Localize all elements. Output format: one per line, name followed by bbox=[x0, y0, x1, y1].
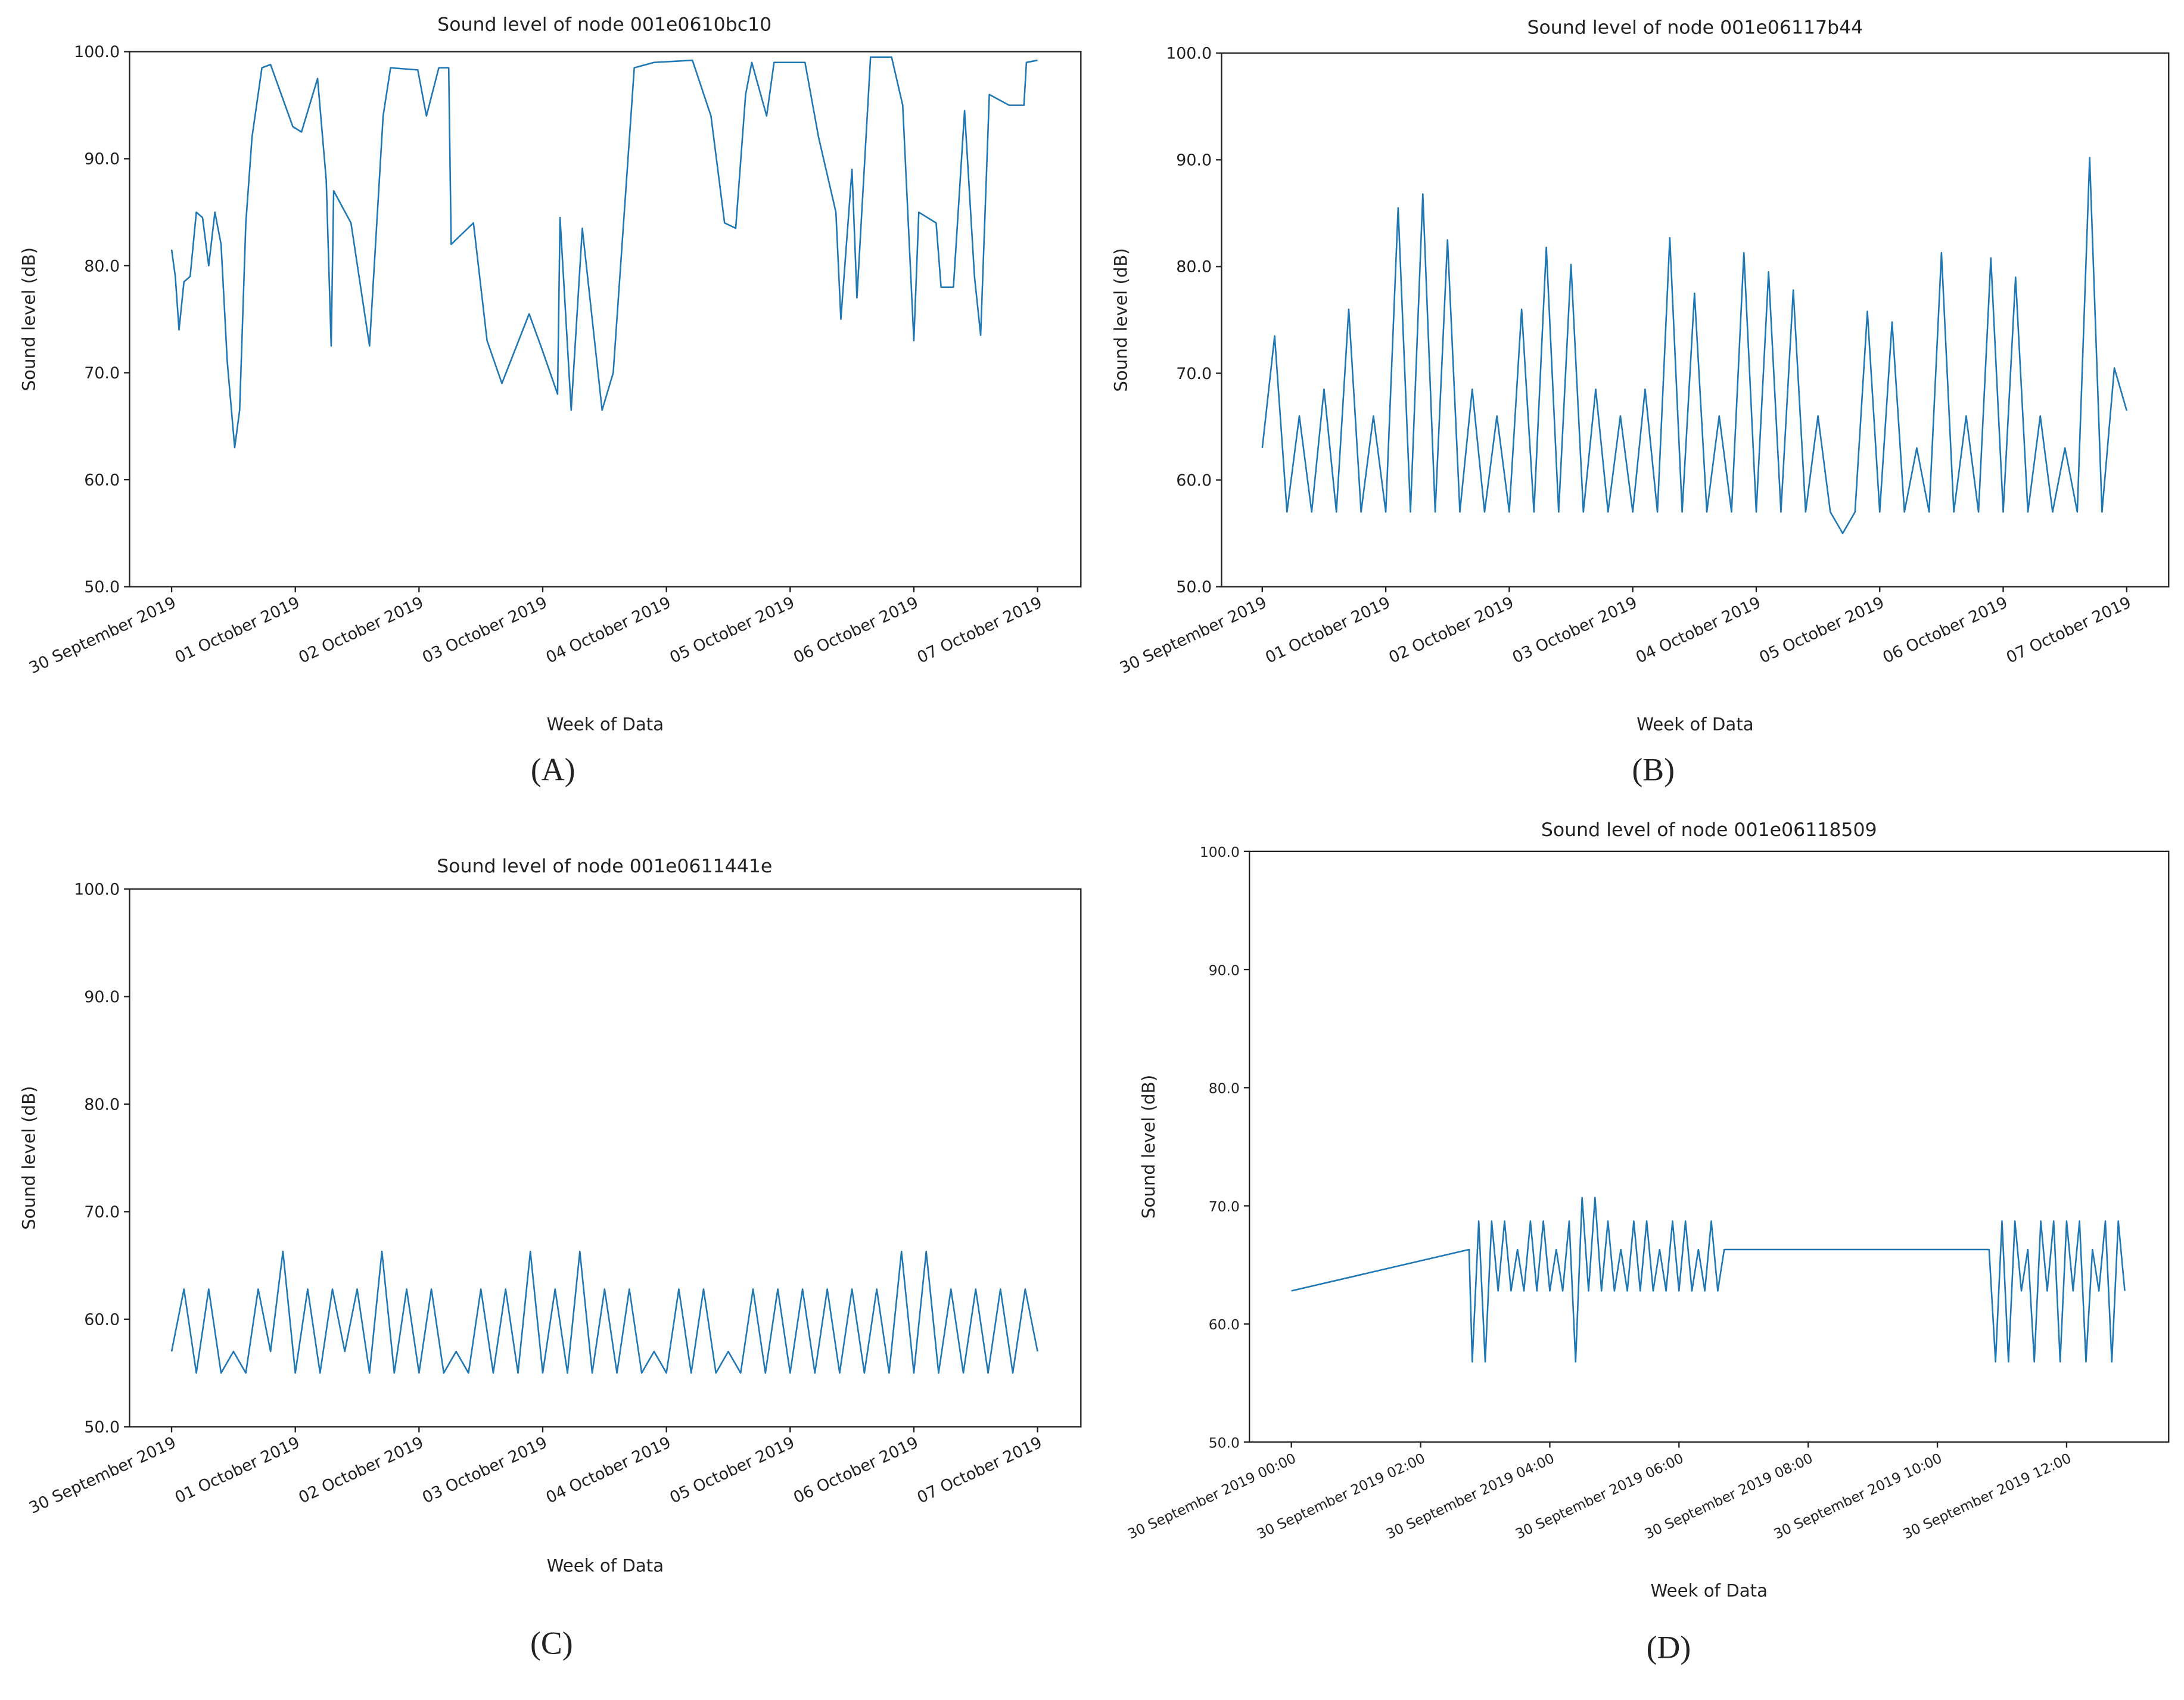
panel-label: (D) bbox=[1647, 1630, 1691, 1665]
plot-frame bbox=[129, 888, 1082, 1428]
x-tick-label: 30 September 2019 bbox=[1117, 593, 1270, 677]
x-tick-label: 04 October 2019 bbox=[543, 593, 674, 667]
plot-frame bbox=[129, 51, 1082, 588]
y-tick-label: 100.0 bbox=[1166, 45, 1212, 63]
y-tick-label: 100.0 bbox=[74, 880, 120, 899]
y-tick-label: 90.0 bbox=[84, 150, 120, 169]
y-tick-label: 80.0 bbox=[1176, 258, 1212, 276]
x-tick-label: 03 October 2019 bbox=[419, 593, 550, 667]
panel-label: (C) bbox=[530, 1626, 573, 1661]
y-tick-label: 60.0 bbox=[84, 471, 120, 489]
x-tick-label: 02 October 2019 bbox=[296, 1433, 427, 1507]
y-axis-label: Sound level (dB) bbox=[1138, 1075, 1159, 1219]
x-axis-label: Week of Data bbox=[1637, 714, 1754, 734]
y-tick-label: 90.0 bbox=[84, 988, 120, 1006]
plot-frame bbox=[1221, 52, 2170, 588]
y-tick-label: 50.0 bbox=[84, 1418, 120, 1437]
x-tick-label: 03 October 2019 bbox=[1510, 593, 1640, 667]
plot-frame bbox=[1249, 850, 2170, 1443]
y-tick-label: 60.0 bbox=[1209, 1316, 1240, 1333]
y-tick-label: 80.0 bbox=[84, 257, 120, 275]
y-tick-label: 50.0 bbox=[1176, 578, 1212, 596]
y-tick-label: 90.0 bbox=[1209, 962, 1240, 978]
panel-label: (A) bbox=[531, 752, 575, 788]
x-tick-label: 04 October 2019 bbox=[1633, 593, 1763, 667]
sound-line bbox=[170, 56, 1038, 449]
x-tick-label: 01 October 2019 bbox=[172, 593, 303, 667]
y-tick-label: 80.0 bbox=[1209, 1080, 1240, 1097]
chart-title: Sound level of node 001e0611441e bbox=[437, 856, 772, 877]
x-tick-label: 01 October 2019 bbox=[172, 1433, 303, 1507]
y-tick-label: 60.0 bbox=[84, 1310, 120, 1329]
chart-title: Sound level of node 001e0610bc10 bbox=[437, 14, 771, 36]
y-tick-label: 80.0 bbox=[84, 1095, 120, 1114]
x-tick-label: 05 October 2019 bbox=[1757, 593, 1887, 667]
chart-title: Sound level of node 001e06118509 bbox=[1541, 819, 1877, 841]
x-tick-label: 07 October 2019 bbox=[914, 593, 1045, 667]
sound-line bbox=[170, 1250, 1038, 1374]
x-tick-label: 07 October 2019 bbox=[914, 1433, 1045, 1507]
y-axis-label: Sound level (dB) bbox=[18, 247, 39, 391]
x-tick-label: 04 October 2019 bbox=[543, 1433, 674, 1507]
x-tick-label: 07 October 2019 bbox=[2003, 593, 2134, 667]
y-tick-label: 100.0 bbox=[74, 43, 120, 61]
x-tick-label: 05 October 2019 bbox=[667, 593, 798, 667]
x-tick-label: 30 September 2019 bbox=[26, 1433, 179, 1517]
x-tick-label: 02 October 2019 bbox=[1386, 593, 1517, 667]
chart-title: Sound level of node 001e06117b44 bbox=[1527, 17, 1863, 38]
x-tick-label: 05 October 2019 bbox=[667, 1433, 798, 1507]
y-tick-label: 50.0 bbox=[1209, 1435, 1240, 1452]
panel-label: (B) bbox=[1632, 752, 1675, 788]
y-tick-label: 90.0 bbox=[1176, 151, 1212, 170]
x-axis-label: Week of Data bbox=[547, 714, 664, 734]
y-tick-label: 70.0 bbox=[84, 1203, 120, 1222]
x-tick-label: 06 October 2019 bbox=[791, 593, 921, 667]
x-tick-label: 03 October 2019 bbox=[419, 1433, 550, 1507]
x-axis-label: Week of Data bbox=[547, 1556, 664, 1576]
y-tick-label: 100.0 bbox=[1200, 844, 1240, 860]
y-tick-label: 70.0 bbox=[1176, 365, 1212, 383]
y-axis-label: Sound level (dB) bbox=[18, 1086, 39, 1229]
y-tick-label: 50.0 bbox=[84, 578, 120, 596]
x-tick-label: 02 October 2019 bbox=[296, 593, 427, 667]
sound-line bbox=[1261, 157, 2128, 534]
y-axis-label: Sound level (dB) bbox=[1110, 248, 1131, 391]
x-tick-label: 01 October 2019 bbox=[1262, 593, 1393, 667]
x-tick-label: 06 October 2019 bbox=[791, 1433, 921, 1507]
y-tick-label: 70.0 bbox=[84, 364, 120, 383]
x-axis-label: Week of Data bbox=[1650, 1581, 1768, 1601]
x-tick-label: 30 September 2019 bbox=[26, 593, 179, 677]
sound-line bbox=[1291, 1196, 2126, 1363]
x-tick-label: 06 October 2019 bbox=[1880, 593, 2011, 667]
y-tick-label: 60.0 bbox=[1176, 471, 1212, 490]
y-tick-label: 70.0 bbox=[1209, 1198, 1240, 1215]
